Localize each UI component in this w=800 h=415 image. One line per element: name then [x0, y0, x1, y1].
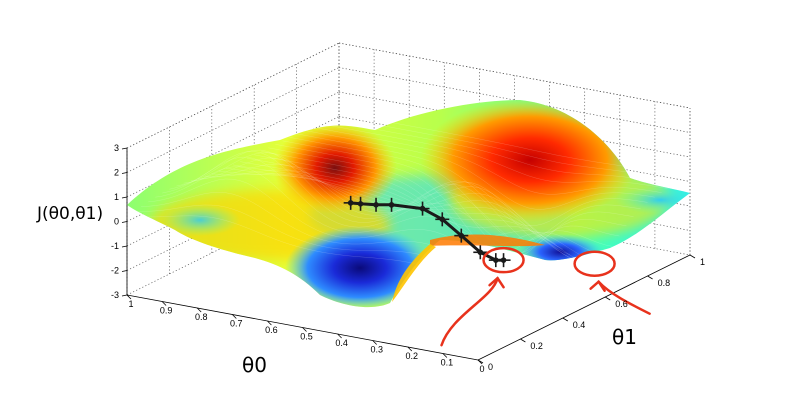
- z-tick-mark: [121, 270, 128, 272]
- descent-step-marker: [454, 228, 469, 243]
- y-tick-label: 0.8: [658, 278, 671, 288]
- mesh-line: [232, 164, 585, 265]
- x-tick-mark: [407, 346, 413, 352]
- z-tick-label: 2: [114, 168, 119, 178]
- descent-step-marker: [415, 201, 430, 216]
- mesh-line: [310, 126, 662, 195]
- x-tick-label: 0.3: [370, 345, 383, 355]
- z-tick-mark: [121, 294, 128, 297]
- y-tick-mark: [520, 338, 526, 343]
- mesh-line: [254, 154, 606, 256]
- y-tick-label: 0.4: [573, 320, 586, 330]
- x-tick-label: 0.2: [406, 351, 419, 361]
- mesh-line: [190, 157, 542, 240]
- y-tick-mark: [647, 275, 653, 280]
- x-tick-mark: [302, 327, 307, 332]
- mesh-line: [155, 166, 507, 259]
- descent-step-marker: [384, 197, 399, 212]
- x-tick-mark: [126, 294, 132, 300]
- z-tick-mark: [121, 245, 128, 248]
- y-tick-mark: [477, 359, 484, 364]
- mesh-line: [148, 178, 500, 265]
- z-tick-mark: [121, 147, 128, 150]
- y-tick-label: 0.6: [615, 299, 628, 309]
- x-tick-label: 0.9: [160, 306, 173, 316]
- y-tick-mark: [562, 317, 569, 322]
- mesh-line: [197, 164, 549, 242]
- x-tick-mark: [442, 353, 448, 358]
- y-tick-mark: [604, 296, 611, 301]
- x-tick-mark: [372, 340, 377, 345]
- mesh-line: [303, 130, 655, 210]
- y-tick-mark: [689, 254, 696, 259]
- mesh-line: [204, 169, 556, 245]
- mesh-line: [289, 137, 641, 242]
- y-tick-label: 0: [488, 362, 493, 372]
- y-tick-label: 0.2: [530, 341, 543, 351]
- mesh-line: [176, 149, 528, 244]
- mesh-line: [317, 123, 669, 189]
- z-tick-label: 0: [114, 217, 119, 227]
- x-tick-mark: [337, 333, 342, 339]
- mesh-line: [225, 167, 577, 261]
- descent-step-marker: [353, 196, 368, 211]
- floor-edge-y: [477, 254, 691, 361]
- z-tick-labels: -3 -2 -1 0 1 2 3: [111, 143, 128, 300]
- mesh-line: [162, 156, 514, 253]
- x-tick-label: 1: [128, 299, 133, 309]
- mesh-line: [331, 116, 683, 182]
- z-tick-mark: [121, 196, 128, 199]
- x-tick-label: 0.7: [230, 319, 243, 329]
- x-tick-labels: 0 0.1 0.2 0.3 0.4 0.5 0.6 0.7 0.8 0.9 1: [126, 294, 485, 374]
- mesh-line: [324, 119, 676, 186]
- z-tick-label: -3: [111, 290, 119, 300]
- descent-path-line: [350, 201, 504, 262]
- mesh-line: [282, 140, 634, 255]
- z-axis-title: J(θ0,θ1): [36, 204, 103, 224]
- y-tick-label: 1: [700, 257, 705, 267]
- descent-step-marker: [496, 253, 511, 268]
- minimum-circle: [573, 250, 616, 277]
- mesh-line: [183, 152, 535, 241]
- minimum-arrow: [440, 276, 499, 347]
- mesh-line: [261, 151, 613, 256]
- mesh-line: [296, 133, 648, 227]
- x-tick-label: 0.1: [441, 358, 454, 368]
- minimum-circle: [482, 246, 525, 274]
- z-tick-label: -1: [111, 241, 119, 251]
- minimum-arrow-head: [488, 276, 505, 289]
- descent-step-marker: [473, 245, 488, 260]
- descent-step-marker: [343, 195, 358, 210]
- descent-step-marker: [369, 197, 384, 212]
- x-tick-mark: [196, 307, 202, 313]
- descent-step-marker: [435, 212, 450, 227]
- x-tick-label: 0.4: [335, 338, 348, 348]
- z-tick-label: 3: [114, 143, 119, 153]
- x-axis-title: θ0: [242, 353, 267, 377]
- minimum-arrow-head: [589, 279, 606, 292]
- mesh-line: [169, 151, 521, 248]
- x-tick-label: 0.6: [265, 325, 278, 335]
- gradient-descent-path: [343, 195, 511, 268]
- x-tick-label: 0.8: [195, 312, 208, 322]
- z-tick-label: 1: [114, 192, 119, 202]
- x-tick-mark: [161, 301, 167, 306]
- z-tick-label: -2: [111, 266, 119, 276]
- z-tick-mark: [121, 221, 128, 223]
- x-tick-label: 0.5: [300, 332, 313, 342]
- z-tick-mark: [121, 172, 128, 174]
- y-axis-title: θ1: [612, 325, 637, 349]
- y-tick-labels: 0 0.2 0.4 0.6 0.8 1: [477, 254, 705, 372]
- mesh-line: [240, 161, 592, 265]
- x-tick-mark: [232, 314, 237, 319]
- mesh-line: [275, 144, 627, 261]
- x-tick-mark: [267, 320, 272, 326]
- minima-annotations: [440, 246, 651, 347]
- x-tick-label: 0: [479, 364, 484, 374]
- mesh-line: [268, 147, 620, 262]
